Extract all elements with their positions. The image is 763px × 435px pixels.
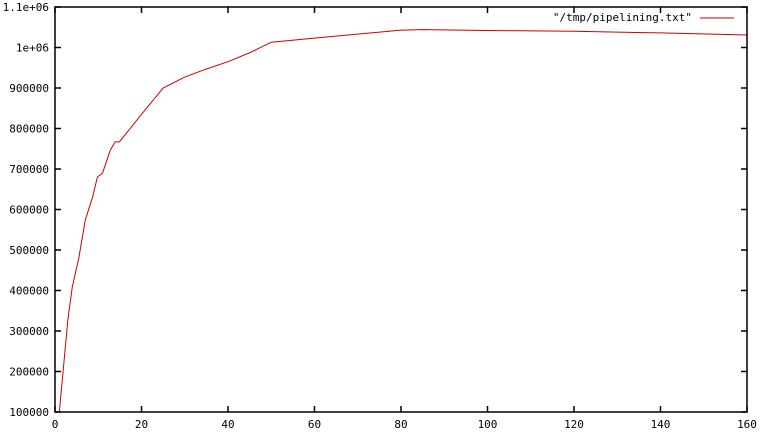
y-tick-label: 400000 xyxy=(9,285,49,298)
tick-labels: 0 20 40 60 80 100 120 140 160 100000 200000 300000 4… xyxy=(3,1,757,431)
x-tick-label: 160 xyxy=(737,418,757,431)
x-tick-label: 80 xyxy=(394,418,407,431)
legend: "/tmp/pipelining.txt" xyxy=(553,11,734,24)
plot-frame xyxy=(54,6,748,413)
series-line-pipelining xyxy=(58,29,748,413)
y-tick-label: 900000 xyxy=(9,82,49,95)
x-tick-label: 40 xyxy=(221,418,234,431)
x-tick-label: 120 xyxy=(564,418,584,431)
y-tick-label: 500000 xyxy=(9,244,49,257)
legend-label: "/tmp/pipelining.txt" xyxy=(553,11,692,24)
ticks xyxy=(54,6,748,413)
x-tick-label: 0 xyxy=(52,418,59,431)
x-tick-label: 20 xyxy=(135,418,148,431)
y-tick-label: 100000 xyxy=(9,406,49,419)
y-tick-label: 600000 xyxy=(9,204,49,217)
y-tick-label: 1.1e+06 xyxy=(3,1,49,14)
y-tick-label: 200000 xyxy=(9,366,49,379)
y-tick-label: 1e+06 xyxy=(16,42,49,55)
y-tick-label: 800000 xyxy=(9,123,49,136)
y-tick-label: 300000 xyxy=(9,325,49,338)
x-tick-label: 100 xyxy=(478,418,498,431)
x-tick-label: 140 xyxy=(651,418,671,431)
y-tick-label: 700000 xyxy=(9,163,49,176)
x-tick-label: 60 xyxy=(308,418,321,431)
